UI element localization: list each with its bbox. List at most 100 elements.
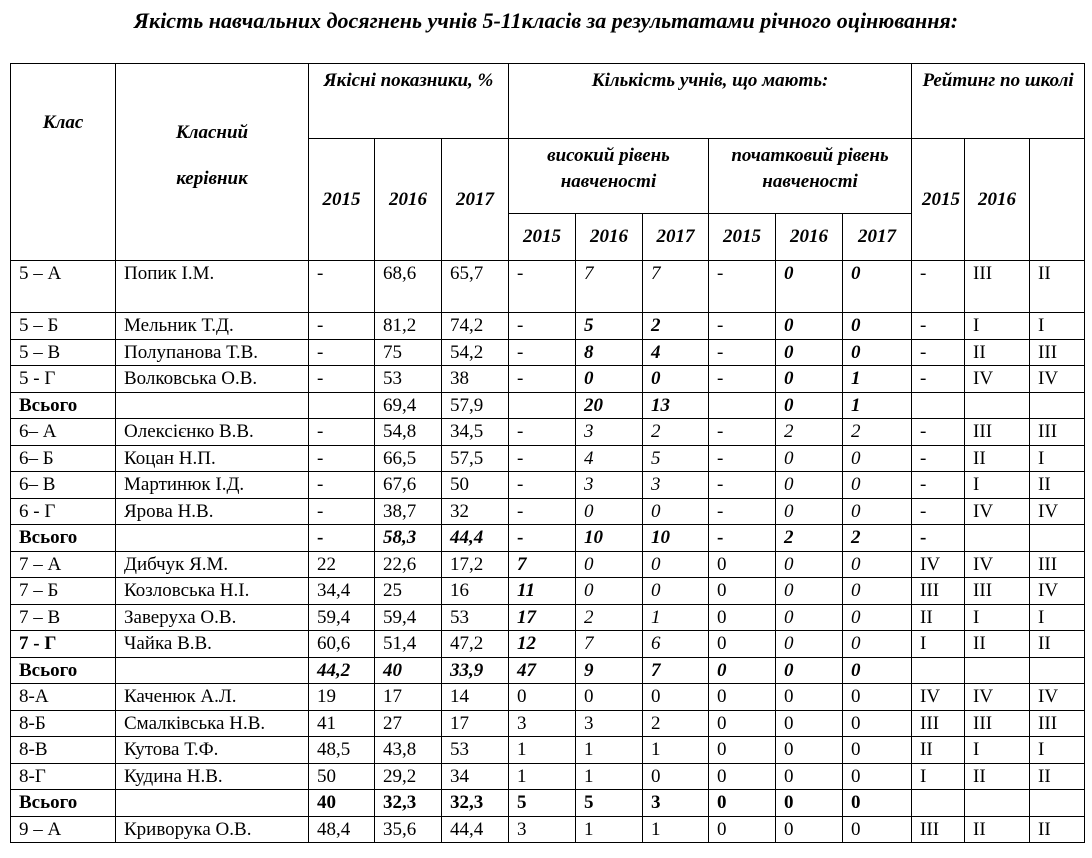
value-cell: 2 bbox=[575, 603, 643, 631]
value-cell: 0 bbox=[841, 497, 913, 525]
value-cell bbox=[964, 391, 1031, 419]
value-cell: 0 bbox=[575, 577, 643, 605]
value-cell: 74,2 bbox=[441, 312, 509, 340]
teacher-cell bbox=[115, 789, 309, 817]
value-cell: 1 bbox=[508, 762, 576, 790]
value-cell: 3 bbox=[575, 709, 643, 737]
value-cell: 0 bbox=[708, 815, 776, 843]
teacher-cell: Смалківська Н.В. bbox=[115, 709, 309, 737]
value-cell: - bbox=[508, 312, 576, 340]
value-cell: 0 bbox=[841, 709, 913, 737]
class-cell: 5 – В bbox=[10, 338, 116, 366]
value-cell: 38 bbox=[441, 365, 509, 393]
value-cell: 0 bbox=[841, 577, 913, 605]
value-cell: 0 bbox=[708, 762, 776, 790]
value-cell: 11 bbox=[508, 577, 576, 605]
header-high-year: 2015 bbox=[508, 213, 576, 261]
value-cell: 2 bbox=[642, 418, 709, 446]
value-cell: 3 bbox=[508, 709, 576, 737]
value-cell: 9 bbox=[575, 656, 643, 684]
value-cell: 38,7 bbox=[374, 497, 442, 525]
value-cell: 66,5 bbox=[374, 444, 442, 472]
value-cell: 59,4 bbox=[374, 603, 442, 631]
value-cell bbox=[1029, 391, 1086, 419]
value-cell: 7 bbox=[642, 260, 709, 313]
teacher-cell: Каченюк А.Л. bbox=[115, 683, 309, 711]
header-initial-year: 2017 bbox=[841, 213, 913, 261]
table-row: 7 - Г Чайка В.В. 60,6 51,4 47,2 12 7 6 0 0 0 І ІІ ІІ bbox=[10, 630, 1086, 658]
value-cell: 3 bbox=[508, 815, 576, 843]
value-cell: ІІІ bbox=[964, 418, 1031, 446]
teacher-cell bbox=[115, 656, 309, 684]
value-cell: 0 bbox=[775, 789, 843, 817]
value-cell: 0 bbox=[775, 260, 843, 313]
value-cell: 0 bbox=[708, 709, 776, 737]
value-cell: 1 bbox=[575, 736, 643, 764]
value-cell: ІІ bbox=[1029, 471, 1086, 499]
value-cell: - bbox=[911, 312, 966, 340]
value-cell: ІІ bbox=[1029, 630, 1086, 658]
value-cell: - bbox=[708, 365, 776, 393]
table-row: 9 – А Криворука О.В. 48,4 35,6 44,4 3 1 1 0 0 0 ІІІ… bbox=[10, 815, 1086, 843]
value-cell: 0 bbox=[708, 736, 776, 764]
header-initial-year: 2015 bbox=[708, 213, 776, 261]
value-cell: 0 bbox=[841, 656, 913, 684]
value-cell: IV bbox=[1029, 365, 1086, 393]
value-cell: 57,5 bbox=[441, 444, 509, 472]
value-cell: 8 bbox=[575, 338, 643, 366]
value-cell: - bbox=[308, 524, 375, 552]
value-cell: 0 bbox=[841, 736, 913, 764]
value-cell: 53 bbox=[374, 365, 442, 393]
value-cell: 54,8 bbox=[374, 418, 442, 446]
value-cell: 13 bbox=[642, 391, 709, 419]
value-cell: - bbox=[911, 260, 966, 313]
value-cell: - bbox=[508, 365, 576, 393]
value-cell: 17,2 bbox=[441, 550, 509, 578]
value-cell: 47,2 bbox=[441, 630, 509, 658]
value-cell: 0 bbox=[775, 736, 843, 764]
table-header: Клас Класний керівник Якісні показники, %… bbox=[10, 63, 1086, 261]
value-cell: 0 bbox=[642, 577, 709, 605]
value-cell: 0 bbox=[775, 550, 843, 578]
value-cell: IV bbox=[964, 683, 1031, 711]
table-row: 7 – А Дибчук Я.М. 22 22,6 17,2 7 0 0 0 0 0 IV IV ІІІ bbox=[10, 550, 1086, 578]
teacher-cell: Дибчук Я.М. bbox=[115, 550, 309, 578]
value-cell: IV bbox=[964, 497, 1031, 525]
table-row: 6– А Олексієнко В.В. -54,8 34,5-3 2-2 2- ІІІ ІІ… bbox=[10, 418, 1086, 446]
table-row: 5 – Б Мельник Т.Д. -81,2 74,2-5 2-0 0- І І bbox=[10, 312, 1086, 340]
table-row: 8-Б Смалківська Н.В. 41 27 17 3 3 2 0 0 0 ІІІ ІІІ ІІІ bbox=[10, 709, 1086, 737]
value-cell: IV bbox=[911, 550, 966, 578]
value-cell: 81,2 bbox=[374, 312, 442, 340]
value-cell bbox=[911, 656, 966, 684]
teacher-cell: Полупанова Т.В. bbox=[115, 338, 309, 366]
value-cell: 51,4 bbox=[374, 630, 442, 658]
value-cell: - bbox=[911, 471, 966, 499]
header-quality-year: 2015 bbox=[308, 138, 375, 261]
value-cell: І bbox=[1029, 444, 1086, 472]
value-cell: 19 bbox=[308, 683, 375, 711]
class-cell: 8-Г bbox=[10, 762, 116, 790]
value-cell: IV bbox=[911, 683, 966, 711]
value-cell: І bbox=[911, 762, 966, 790]
value-cell: ІІІ bbox=[911, 709, 966, 737]
value-cell: 2 bbox=[642, 709, 709, 737]
value-cell: 67,6 bbox=[374, 471, 442, 499]
value-cell: - bbox=[508, 418, 576, 446]
value-cell: 0 bbox=[642, 683, 709, 711]
teacher-cell: Мельник Т.Д. bbox=[115, 312, 309, 340]
value-cell: - bbox=[708, 338, 776, 366]
value-cell: 5 bbox=[508, 789, 576, 817]
value-cell: 0 bbox=[775, 312, 843, 340]
value-cell: ІІ bbox=[964, 444, 1031, 472]
value-cell: - bbox=[308, 260, 375, 313]
value-cell: - bbox=[708, 418, 776, 446]
teacher-cell: Мартинюк І.Д. bbox=[115, 471, 309, 499]
value-cell: 5 bbox=[642, 444, 709, 472]
value-cell: ІІ bbox=[1029, 260, 1086, 313]
value-cell: 0 bbox=[841, 312, 913, 340]
header-initial: початковий рівень навченості bbox=[707, 138, 913, 214]
header-rating-year: 2016 bbox=[964, 138, 1031, 261]
teacher-cell bbox=[115, 524, 309, 552]
value-cell: 57,9 bbox=[441, 391, 509, 419]
value-cell bbox=[911, 391, 966, 419]
